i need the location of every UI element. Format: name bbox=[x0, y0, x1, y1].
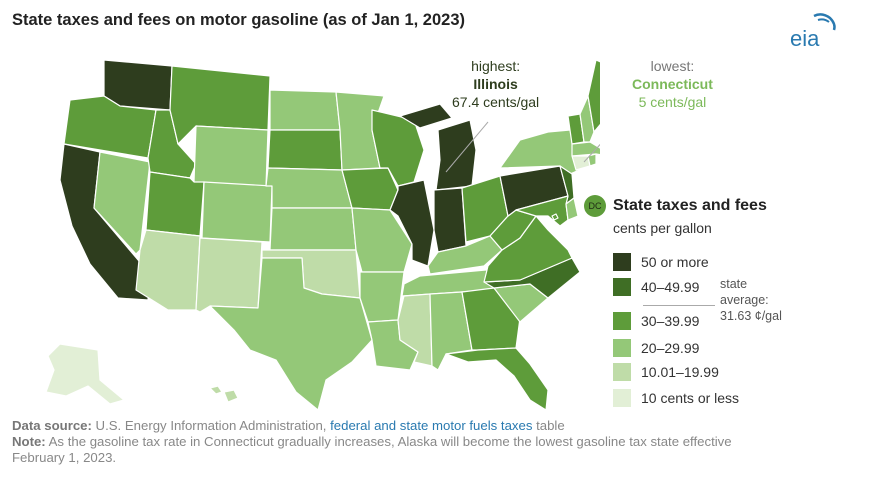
data-source: Data source: U.S. Energy Information Adm… bbox=[12, 418, 872, 434]
state-il bbox=[389, 179, 435, 267]
state-fl bbox=[445, 347, 549, 411]
data-source-text: U.S. Energy Information Administration, bbox=[91, 418, 331, 433]
dc-badge: DC bbox=[584, 195, 606, 217]
state-nm bbox=[195, 237, 263, 313]
callout-lines bbox=[445, 121, 600, 173]
state-wa bbox=[103, 59, 173, 111]
state-az bbox=[135, 229, 201, 311]
state-wy bbox=[193, 125, 269, 187]
eia-logo-text: eia bbox=[790, 26, 820, 51]
data-source-label: Data source: bbox=[12, 418, 92, 433]
note: Note: As the gasoline tax rate in Connec… bbox=[12, 434, 872, 450]
legend-swatch bbox=[613, 363, 631, 381]
note-continued: February 1, 2023. bbox=[12, 450, 117, 465]
state-co bbox=[201, 181, 273, 243]
state-tx bbox=[209, 257, 373, 411]
legend-swatch bbox=[613, 278, 631, 296]
state-ne bbox=[265, 167, 353, 209]
average-line-2: average: bbox=[720, 293, 769, 307]
legend-swatch bbox=[613, 339, 631, 357]
state-ak bbox=[45, 343, 125, 405]
legend-label: 40–49.99 bbox=[641, 279, 700, 295]
state-in bbox=[433, 187, 467, 253]
state-ri bbox=[587, 153, 597, 167]
legend-swatch bbox=[613, 389, 631, 407]
state-hi bbox=[209, 385, 239, 403]
state-ks bbox=[269, 207, 357, 251]
highest-callout-line bbox=[445, 121, 489, 173]
lowest-callout-line bbox=[583, 143, 600, 163]
legend-label: 20–29.99 bbox=[641, 340, 700, 356]
legend-item: 20–29.99 bbox=[613, 338, 699, 358]
state-nv bbox=[93, 151, 151, 255]
note-text: As the gasoline tax rate in Connecticut … bbox=[45, 434, 732, 449]
legend-swatch bbox=[613, 312, 631, 330]
footer: Data source: U.S. Energy Information Adm… bbox=[12, 418, 872, 466]
highest-state: Illinois bbox=[473, 76, 518, 92]
state-de bbox=[565, 197, 579, 221]
legend-item: 10 cents or less bbox=[613, 388, 739, 408]
state-average: state average: 31.63 ¢/gal bbox=[720, 276, 782, 324]
legend-label: 50 or more bbox=[641, 254, 709, 270]
state-ar bbox=[359, 271, 405, 323]
legend-item: 10.01–19.99 bbox=[613, 362, 719, 382]
lowest-value: 5 cents/gal bbox=[638, 94, 707, 110]
state-me bbox=[587, 59, 600, 133]
state-ia bbox=[341, 167, 399, 211]
highest-prefix: highest: bbox=[471, 58, 521, 74]
legend-subtitle: cents per gallon bbox=[613, 220, 712, 236]
state-ut bbox=[145, 171, 205, 237]
legend-swatch bbox=[613, 253, 631, 271]
state-nd bbox=[269, 89, 341, 131]
legend-label: 10.01–19.99 bbox=[641, 364, 719, 380]
legend-item: 40–49.99 bbox=[613, 277, 699, 297]
average-line-1: state bbox=[720, 277, 748, 291]
eia-logo: eia bbox=[784, 10, 840, 52]
highest-callout: highest: Illinois 67.4 cents/gal bbox=[452, 57, 539, 111]
legend-item: 50 or more bbox=[613, 252, 709, 272]
legend-item: 30–39.99 bbox=[613, 311, 699, 331]
chart-title: State taxes and fees on motor gasoline (… bbox=[12, 11, 465, 29]
state-nh bbox=[579, 95, 595, 143]
motor-fuels-taxes-link[interactable]: federal and state motor fuels taxes bbox=[330, 418, 533, 433]
state-sd bbox=[267, 129, 343, 171]
legend-label: 30–39.99 bbox=[641, 313, 700, 329]
note-label: Note: bbox=[12, 434, 46, 449]
lowest-prefix: lowest: bbox=[650, 58, 695, 74]
highest-value: 67.4 cents/gal bbox=[452, 94, 540, 110]
eia-logo-icon: eia bbox=[790, 13, 836, 51]
data-source-tail: table bbox=[532, 418, 565, 433]
average-marker-line bbox=[643, 305, 715, 306]
lowest-callout: lowest: Connecticut 5 cents/gal bbox=[632, 57, 713, 111]
legend-label: 10 cents or less bbox=[641, 390, 740, 406]
state-dc bbox=[551, 213, 559, 221]
lowest-state: Connecticut bbox=[632, 76, 713, 92]
average-value: 31.63 ¢/gal bbox=[720, 309, 782, 323]
us-map bbox=[45, 59, 600, 411]
legend-title: State taxes and fees bbox=[613, 197, 767, 214]
